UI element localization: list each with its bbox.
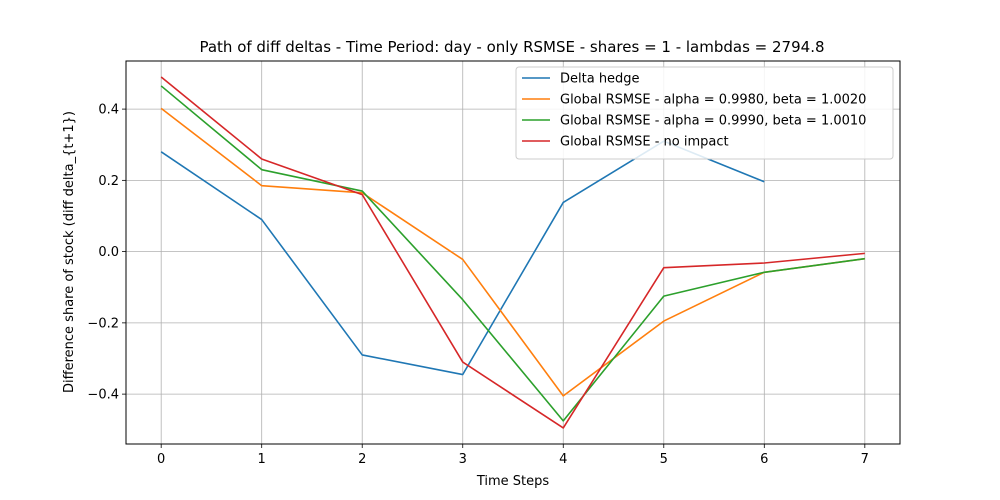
legend-box: [515, 66, 894, 160]
x-tick-label: 6: [760, 452, 768, 467]
legend: Delta hedge Global RSMSE - alpha = 0.9980…: [515, 66, 894, 160]
chart-title: Path of diff deltas - Time Period: day -…: [199, 38, 824, 56]
x-tick-label: 1: [258, 452, 266, 467]
x-tick-label: 5: [660, 452, 668, 467]
x-tick-label: 0: [157, 452, 165, 467]
y-tick-label: 0.0: [98, 245, 119, 260]
series-line-3: [160, 76, 865, 429]
x-axis-label: Time Steps: [476, 474, 550, 489]
legend-label: Delta hedge: [560, 72, 640, 87]
x-tick-label: 4: [559, 452, 567, 467]
legend-label: Global RSMSE - alpha = 0.9980, beta = 1.…: [560, 93, 866, 108]
y-tick-label: 0.2: [98, 174, 119, 189]
x-tick-label: 7: [861, 452, 869, 467]
y-axis-label: Difference share of stock (diff delta_{t…: [62, 111, 77, 393]
series-line-1: [160, 107, 865, 397]
legend-label: Global RSMSE - no impact: [560, 135, 729, 150]
y-tick-label: 0.4: [98, 103, 119, 118]
x-axis-ticks: 0 1 2 3 4 5 6 7: [157, 444, 869, 467]
x-tick-label: 3: [459, 452, 467, 467]
y-tick-label: −0.4: [87, 388, 119, 403]
plot-frame: [125, 60, 901, 445]
y-tick-label: −0.2: [87, 316, 119, 331]
legend-label: Global RSMSE - alpha = 0.9990, beta = 1.…: [560, 114, 866, 129]
series-line-2: [160, 85, 865, 422]
x-tick-label: 2: [358, 452, 366, 467]
y-axis-ticks: −0.4 −0.2 0.0 0.2 0.4: [87, 103, 126, 403]
